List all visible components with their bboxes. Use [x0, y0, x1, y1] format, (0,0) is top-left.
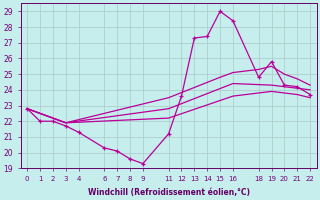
X-axis label: Windchill (Refroidissement éolien,°C): Windchill (Refroidissement éolien,°C): [88, 188, 250, 197]
